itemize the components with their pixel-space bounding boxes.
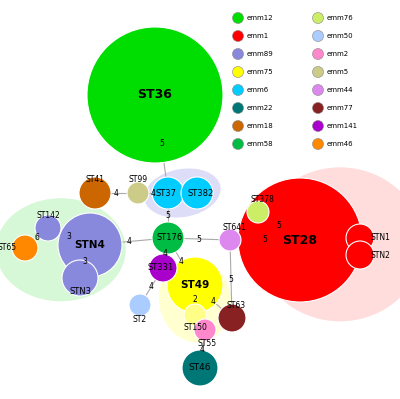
Text: ST99: ST99: [128, 176, 148, 184]
Text: emm75: emm75: [246, 69, 273, 75]
Text: 4: 4: [114, 188, 119, 198]
Circle shape: [182, 350, 218, 386]
Ellipse shape: [257, 167, 400, 321]
Text: 5: 5: [196, 235, 202, 243]
Circle shape: [12, 235, 38, 261]
Circle shape: [127, 182, 149, 204]
Text: 4: 4: [126, 237, 132, 246]
Text: emm2: emm2: [326, 51, 349, 57]
Text: emm141: emm141: [326, 123, 358, 129]
Text: ST63: ST63: [226, 302, 246, 310]
Text: ST36: ST36: [138, 89, 172, 101]
Text: emm89: emm89: [246, 51, 273, 57]
Circle shape: [232, 85, 244, 95]
Text: STN3: STN3: [69, 288, 91, 296]
Text: 3: 3: [82, 257, 88, 266]
Text: ST142: ST142: [36, 211, 60, 221]
Text: emm1: emm1: [246, 33, 269, 39]
Circle shape: [129, 294, 151, 316]
Circle shape: [181, 177, 213, 209]
Text: ST65: ST65: [0, 243, 16, 253]
Circle shape: [238, 178, 362, 302]
Circle shape: [232, 30, 244, 41]
Circle shape: [346, 241, 374, 269]
Text: emm6: emm6: [246, 87, 269, 93]
Ellipse shape: [159, 258, 231, 342]
Text: 4: 4: [149, 282, 154, 291]
Circle shape: [312, 30, 324, 41]
Text: 5: 5: [228, 275, 234, 284]
Text: emm58: emm58: [246, 141, 273, 147]
Text: emm76: emm76: [326, 15, 353, 21]
Text: ST46: ST46: [189, 363, 211, 373]
Circle shape: [232, 120, 244, 132]
Text: emm12: emm12: [246, 15, 273, 21]
Text: 4: 4: [200, 344, 205, 354]
Text: 4: 4: [150, 188, 156, 198]
Circle shape: [79, 177, 111, 209]
Text: 4: 4: [163, 249, 168, 257]
Ellipse shape: [0, 198, 126, 301]
Text: emm22: emm22: [246, 105, 273, 111]
Text: 4: 4: [211, 297, 216, 306]
Circle shape: [312, 120, 324, 132]
Circle shape: [346, 224, 374, 252]
Text: 5: 5: [159, 140, 164, 148]
Text: ST28: ST28: [282, 233, 318, 247]
Circle shape: [167, 257, 223, 313]
Text: 2: 2: [193, 296, 197, 304]
Text: ST55: ST55: [198, 338, 216, 348]
Circle shape: [232, 67, 244, 77]
Text: 5: 5: [166, 211, 170, 220]
Text: 4: 4: [179, 257, 184, 266]
Text: STN2: STN2: [370, 251, 390, 259]
Circle shape: [194, 319, 216, 341]
Circle shape: [149, 254, 177, 282]
Text: STN4: STN4: [74, 240, 106, 250]
Circle shape: [232, 49, 244, 59]
Text: 5: 5: [262, 235, 268, 245]
Text: emm50: emm50: [326, 33, 353, 39]
Text: ST41: ST41: [86, 174, 104, 184]
Circle shape: [218, 304, 246, 332]
Text: emm46: emm46: [326, 141, 353, 147]
Text: ST382: ST382: [188, 188, 214, 198]
Circle shape: [312, 12, 324, 24]
Circle shape: [58, 213, 122, 277]
Circle shape: [35, 215, 61, 241]
Circle shape: [312, 67, 324, 77]
Text: emm18: emm18: [246, 123, 273, 129]
Text: 6: 6: [34, 233, 39, 243]
Text: ST37: ST37: [156, 188, 176, 198]
Circle shape: [62, 260, 98, 296]
Circle shape: [312, 85, 324, 95]
Circle shape: [232, 12, 244, 24]
Text: ST2: ST2: [133, 314, 147, 324]
Text: emm44: emm44: [326, 87, 353, 93]
Text: STN1: STN1: [370, 233, 390, 243]
Text: ST150: ST150: [183, 324, 207, 332]
Circle shape: [312, 49, 324, 59]
Circle shape: [219, 229, 241, 251]
Text: 5: 5: [276, 221, 282, 231]
Ellipse shape: [144, 168, 221, 217]
Circle shape: [232, 103, 244, 113]
Text: ST49: ST49: [180, 280, 210, 290]
Circle shape: [184, 304, 206, 326]
Text: emm77: emm77: [326, 105, 353, 111]
Circle shape: [312, 138, 324, 150]
Text: ST378: ST378: [250, 196, 274, 205]
Circle shape: [87, 27, 223, 163]
Circle shape: [247, 201, 269, 223]
Text: ST176: ST176: [157, 233, 183, 243]
Text: emm5: emm5: [326, 69, 349, 75]
Circle shape: [152, 177, 184, 209]
Text: ST331: ST331: [148, 263, 174, 273]
Circle shape: [312, 103, 324, 113]
Circle shape: [232, 138, 244, 150]
Text: ST641: ST641: [222, 223, 246, 233]
Circle shape: [152, 222, 184, 254]
Text: 3: 3: [66, 232, 72, 241]
